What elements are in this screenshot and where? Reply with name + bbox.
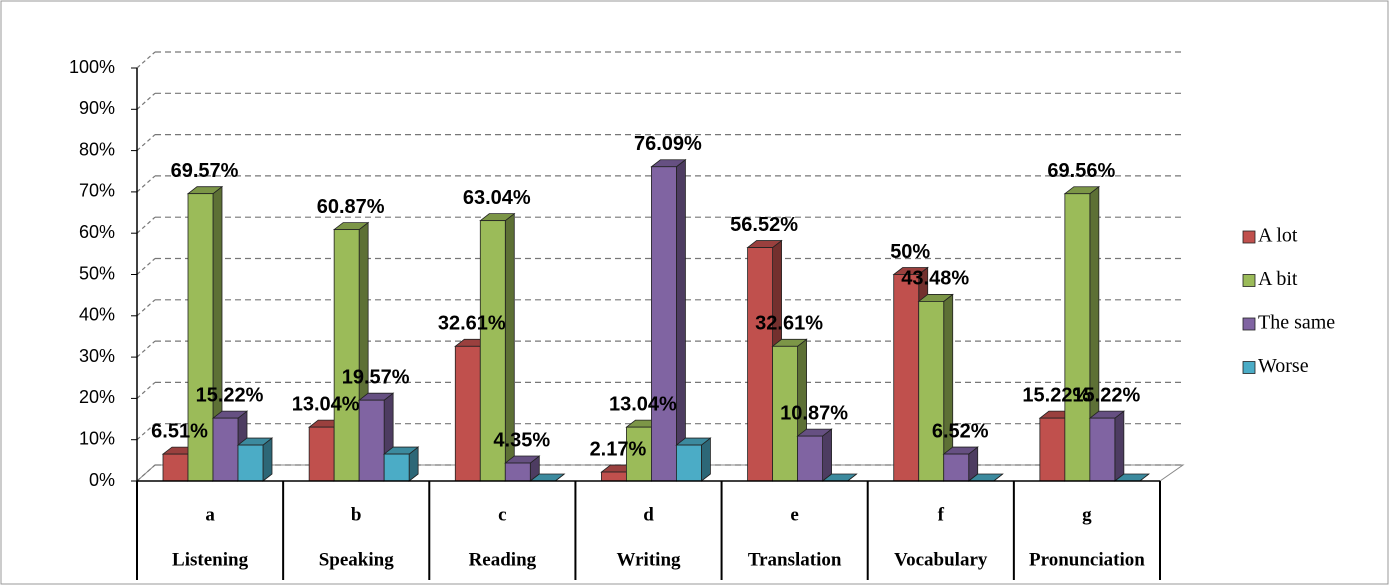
bar bbox=[187, 193, 214, 482]
bar bbox=[1064, 193, 1091, 482]
data-label: 32.61% bbox=[438, 313, 506, 335]
data-label: 32.61% bbox=[755, 313, 823, 335]
y-tick-label: 100% bbox=[69, 57, 115, 77]
data-label: 6.52% bbox=[932, 420, 989, 442]
data-label: 15.22% bbox=[1072, 384, 1140, 406]
x-tick-label: e bbox=[790, 504, 798, 525]
bar bbox=[333, 229, 360, 482]
x-category-name: Pronunciation bbox=[1029, 549, 1145, 570]
bar bbox=[162, 453, 189, 482]
data-label: 13.04% bbox=[609, 393, 677, 415]
x-tick-label: b bbox=[351, 504, 362, 525]
x-category-name: Writing bbox=[616, 549, 681, 570]
x-category-name: Speaking bbox=[319, 549, 394, 570]
legend-label: The same bbox=[1258, 312, 1335, 334]
x-tick-label: d bbox=[643, 504, 654, 525]
bar bbox=[479, 220, 506, 482]
bar bbox=[504, 462, 531, 482]
bar bbox=[676, 444, 702, 482]
bar bbox=[1039, 417, 1066, 482]
legend-label: Worse bbox=[1258, 355, 1309, 377]
legend-swatch bbox=[1242, 317, 1256, 331]
y-tick-label: 0% bbox=[89, 470, 115, 490]
bar bbox=[308, 426, 335, 482]
data-label: 50% bbox=[890, 241, 930, 263]
y-tick-label: 30% bbox=[79, 346, 115, 366]
x-tick-label: c bbox=[498, 504, 506, 525]
legend-label: A bit bbox=[1258, 268, 1298, 290]
legend-label: A lot bbox=[1258, 225, 1298, 247]
y-tick-label: 20% bbox=[79, 387, 115, 407]
legend-swatch bbox=[1242, 361, 1256, 374]
bar bbox=[1089, 417, 1116, 482]
data-label: 60.87% bbox=[317, 196, 385, 218]
bar-side bbox=[1114, 410, 1125, 482]
y-tick-label: 50% bbox=[79, 263, 115, 283]
bar bbox=[237, 444, 264, 482]
grid-line-side bbox=[136, 92, 156, 110]
data-label: 4.35% bbox=[493, 429, 550, 451]
bar bbox=[943, 453, 970, 482]
bar-side bbox=[822, 428, 832, 482]
data-label: 69.56% bbox=[1047, 160, 1115, 182]
grid-line-side bbox=[136, 381, 156, 399]
grid-line-side bbox=[136, 51, 156, 69]
data-label: 15.22% bbox=[196, 384, 264, 406]
bar bbox=[212, 417, 239, 482]
data-label: 10.87% bbox=[780, 402, 848, 424]
y-tick-label: 10% bbox=[79, 428, 115, 448]
grid-line-side bbox=[136, 258, 156, 275]
x-tick-label: a bbox=[205, 504, 215, 525]
data-label: 2.17% bbox=[590, 438, 647, 460]
legend-swatch bbox=[1242, 230, 1256, 244]
bar bbox=[651, 166, 677, 482]
grid-line-side bbox=[136, 340, 156, 358]
grid-line-side bbox=[136, 134, 156, 152]
data-label: 76.09% bbox=[634, 133, 702, 155]
grid-line-side bbox=[136, 175, 156, 193]
x-category-name: Listening bbox=[172, 549, 249, 570]
data-label: 15.22% bbox=[1022, 384, 1090, 406]
x-tick-label: f bbox=[938, 504, 945, 525]
grid-line-side bbox=[136, 299, 156, 317]
bar-side bbox=[676, 158, 686, 482]
y-tick-label: 60% bbox=[79, 222, 115, 242]
data-label: 63.04% bbox=[463, 187, 531, 209]
y-tick-label: 90% bbox=[79, 98, 115, 118]
bar bbox=[454, 345, 481, 482]
bar bbox=[918, 301, 945, 482]
x-category-name: Reading bbox=[469, 549, 537, 570]
data-label: 19.57% bbox=[342, 366, 410, 388]
bar bbox=[358, 399, 385, 482]
x-category-name: Translation bbox=[748, 549, 842, 570]
y-tick-label: 70% bbox=[79, 181, 115, 201]
data-label: 6.51% bbox=[151, 420, 208, 442]
data-label: 13.04% bbox=[292, 393, 360, 415]
bar bbox=[601, 471, 627, 482]
y-tick-label: 40% bbox=[79, 305, 115, 325]
bar bbox=[747, 247, 773, 482]
legend-swatch bbox=[1242, 274, 1256, 287]
bar bbox=[797, 435, 823, 482]
grid-line-side bbox=[136, 216, 156, 234]
bar bbox=[893, 274, 920, 482]
bar bbox=[383, 453, 410, 482]
y-tick-label: 80% bbox=[79, 139, 115, 159]
data-label: 56.52% bbox=[730, 214, 798, 236]
data-label: 69.57% bbox=[171, 160, 239, 182]
data-label: 43.48% bbox=[901, 268, 969, 290]
x-tick-label: g bbox=[1082, 504, 1092, 525]
x-category-name: Vocabulary bbox=[894, 549, 988, 570]
